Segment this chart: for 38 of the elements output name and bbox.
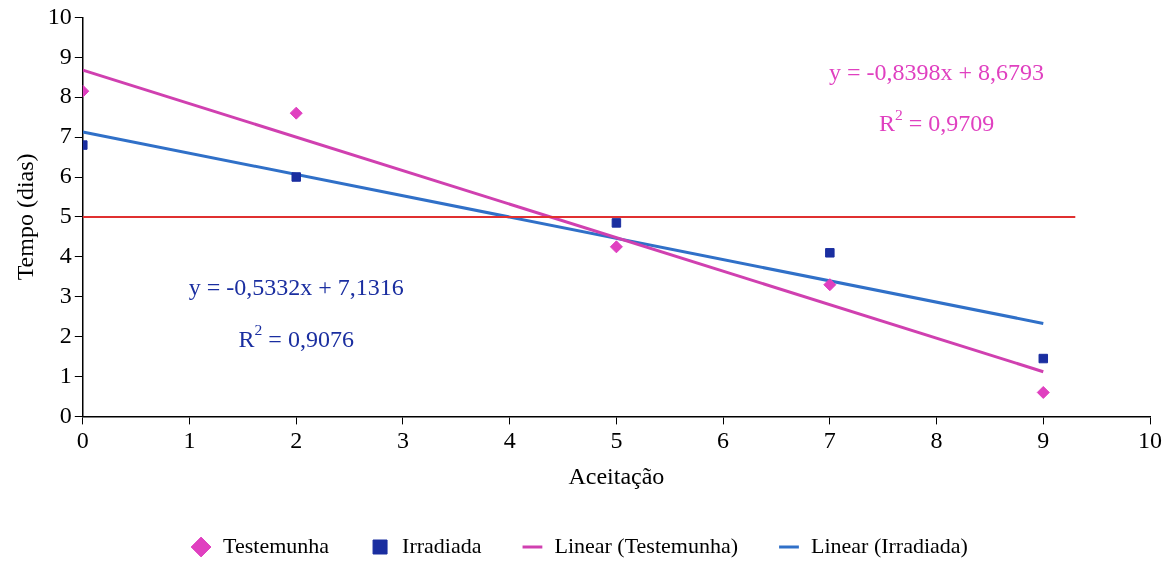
legend-label: Testemunha — [223, 532, 330, 558]
y-tick-label: 10 — [47, 2, 72, 29]
y-tick-label: 2 — [59, 321, 72, 348]
x-tick-label: 5 — [610, 427, 623, 454]
x-tick-label: 10 — [1138, 427, 1162, 454]
y-tick-label: 4 — [59, 242, 72, 269]
x-tick-label: 7 — [823, 427, 836, 454]
x-tick-label: 0 — [76, 427, 89, 454]
y-tick-label: 8 — [59, 82, 72, 109]
point — [609, 240, 623, 254]
point — [291, 172, 301, 182]
x-tick-label: 6 — [717, 427, 730, 454]
annotation: y = -0,8398x + 8,6793 — [829, 58, 1045, 85]
legend-label: Linear (Testemunha) — [554, 532, 738, 558]
point — [1036, 385, 1050, 399]
x-tick-label: 8 — [930, 427, 943, 454]
y-tick-label: 1 — [59, 361, 72, 388]
y-tick-label: 5 — [59, 202, 72, 229]
point — [611, 218, 622, 228]
point — [823, 278, 837, 292]
legend-label: Linear (Irradiada) — [810, 532, 968, 558]
point — [1038, 353, 1049, 364]
x-tick-label: 1 — [183, 427, 196, 454]
point — [825, 248, 835, 258]
y-axis-title: Tempo (dias) — [11, 153, 38, 281]
point — [289, 106, 303, 120]
annotation: y = -0,5332x + 7,1316 — [188, 274, 404, 301]
x-tick-label: 9 — [1037, 427, 1050, 454]
y-tick-label: 7 — [59, 122, 72, 149]
x-tick-label: 4 — [503, 427, 516, 454]
legend-label: Irradiada — [402, 532, 482, 558]
x-tick-label: 2 — [290, 427, 303, 454]
y-tick-label: 9 — [59, 42, 72, 69]
x-axis-title: Aceitação — [568, 462, 665, 489]
x-tick-label: 3 — [396, 427, 409, 454]
y-tick-label: 3 — [59, 282, 72, 308]
y-tick-label: 6 — [59, 162, 72, 189]
y-tick-label: 0 — [59, 401, 72, 428]
